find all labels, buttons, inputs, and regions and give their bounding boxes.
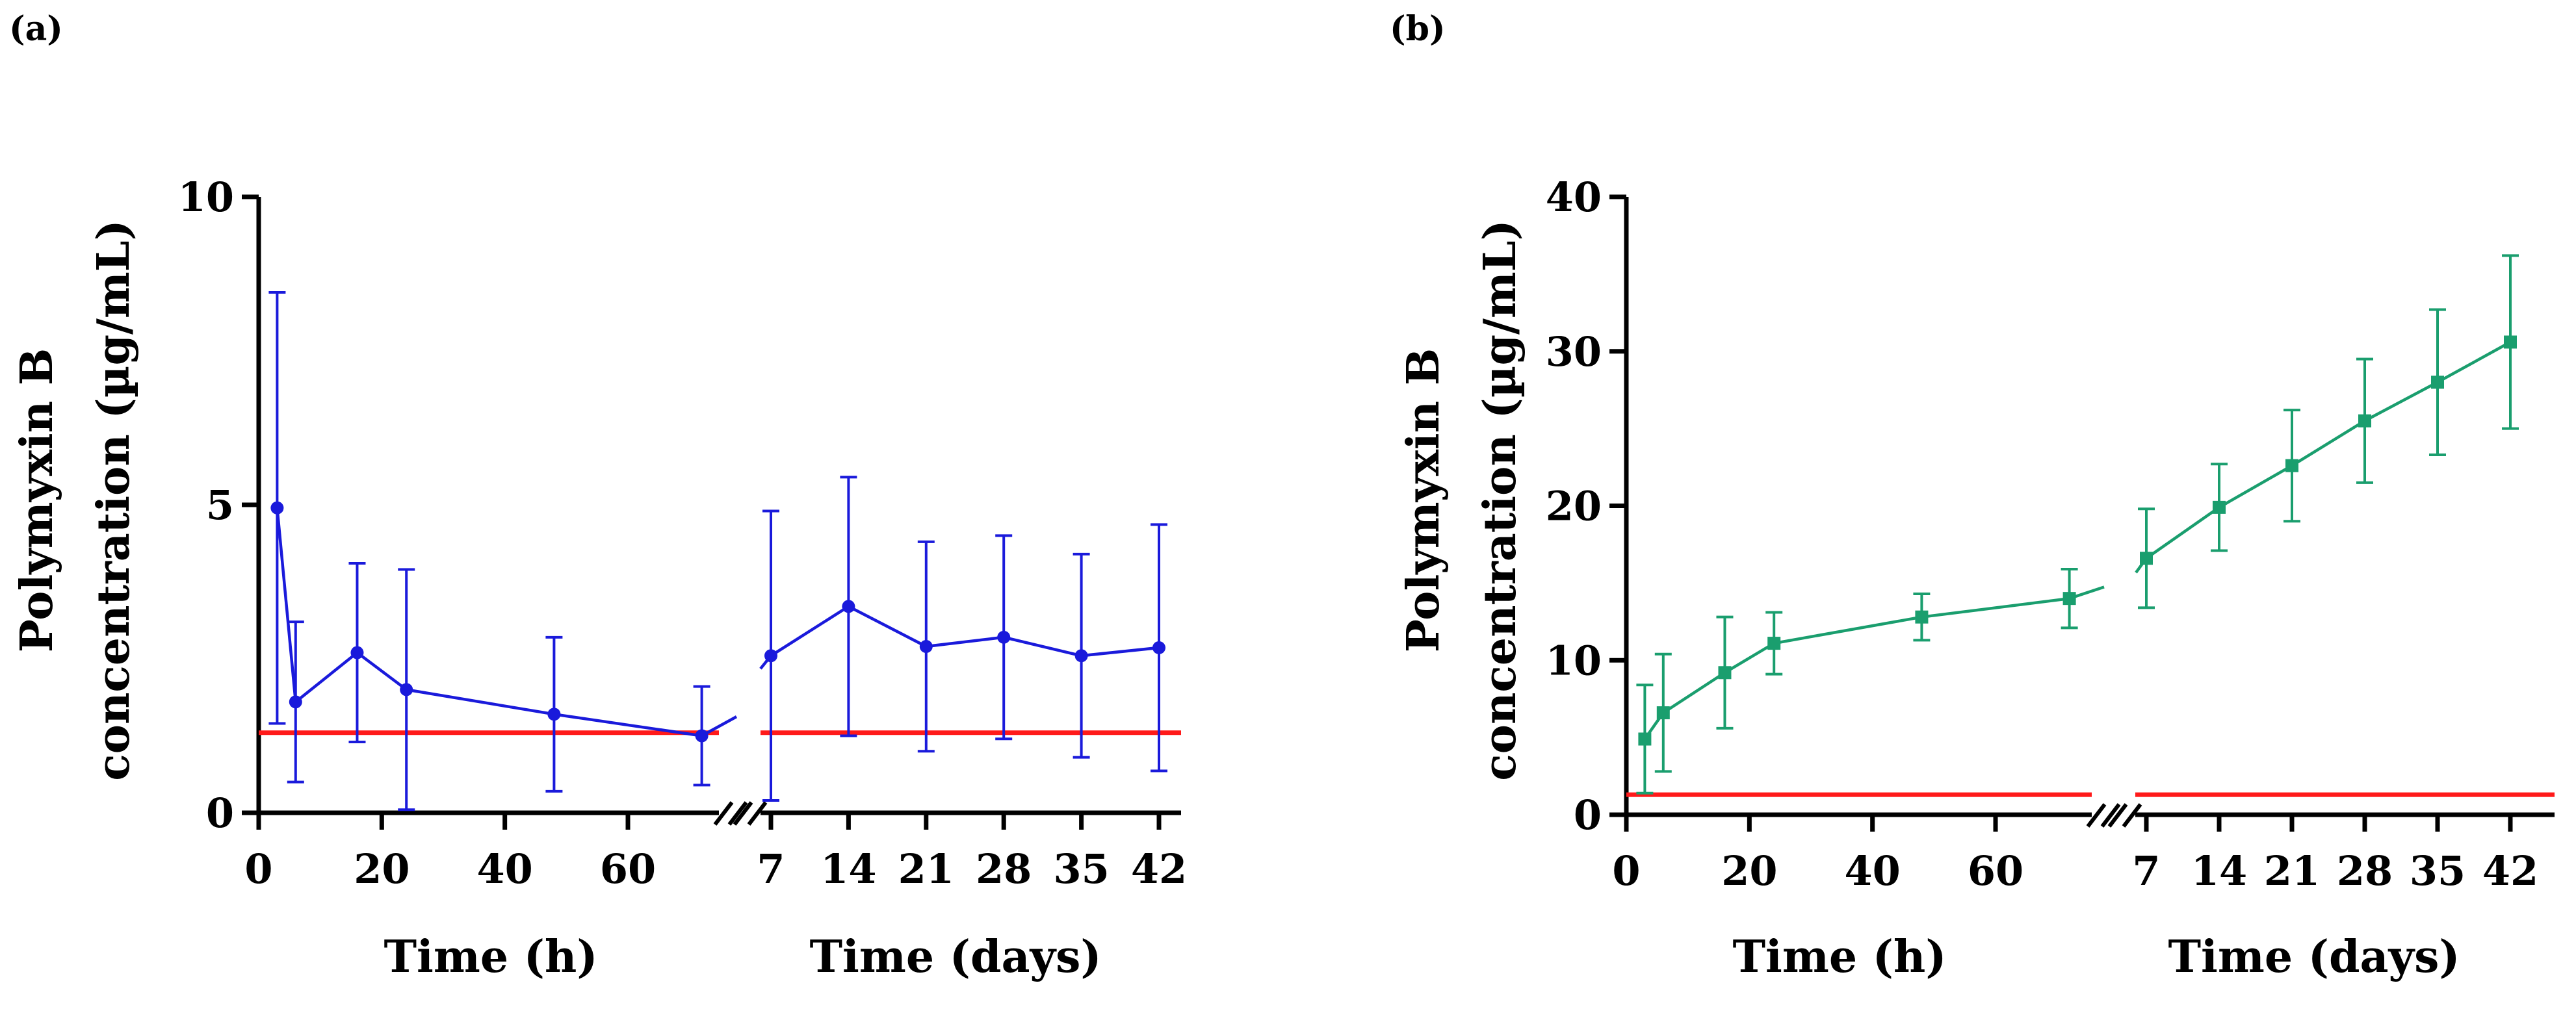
x-tick-label: 60 [600,845,656,893]
y-tick-label: 20 [1546,483,1602,530]
data-point [2285,459,2298,472]
x-tick-label: 20 [354,845,410,893]
axis-break-mark [713,801,734,826]
axis-break-mark [727,801,748,826]
y-axis-title-line2: concentration (µg/mL) [1474,220,1526,781]
data-point [2358,414,2371,428]
y-tick-label: 0 [206,789,234,837]
y-axis-title: Polymyxin B concentration (µg/mL) [1398,220,1526,781]
y-tick-label: 5 [206,481,234,529]
data-point [2062,592,2076,606]
x-tick-label: 14 [2191,847,2247,895]
x-axis-title-days: Time (days) [809,931,1101,983]
x-axis-title-hours: Time (h) [1732,931,1946,983]
plot-area: 0 5 10 0 20 40 60 7 14 21 28 35 42 [178,173,1187,893]
series-line [1643,596,2070,740]
data-point [2504,335,2517,349]
x-tick-label: 35 [2410,847,2465,895]
data-point [270,501,284,515]
x-tick-label: 7 [2132,847,2160,895]
y-tick-label: 40 [1546,173,1602,221]
x-tick-label: 40 [1845,847,1901,895]
axis-break-mark [733,801,753,826]
y-axis-title: Polymyxin B concentration (µg/mL) [11,220,140,781]
x-tick-label: 28 [976,845,1032,893]
x-axis-title-days: Time (days) [2168,931,2460,983]
y-tick-label: 10 [1546,637,1602,684]
axis-break-mark [2122,803,2142,828]
plot-area: 0 10 20 30 40 0 20 40 60 7 14 21 28 35 42 [1546,173,2555,895]
data-point [2140,552,2153,565]
x-tick-label: 40 [477,845,533,893]
data-point [1074,649,1088,663]
data-point [695,729,709,743]
x-axis-title-hours: Time (h) [384,931,597,983]
x-tick-label: 35 [1053,845,1109,893]
x-tick-label: 21 [898,845,954,893]
data-point [842,600,855,613]
panel-label: (a) [9,9,63,49]
axis-break-mark [2086,803,2107,828]
x-tick-label: 20 [1721,847,1777,895]
panel-b: (b) Polymyxin B concentration (µg/mL) Ti… [1390,9,2555,983]
x-tick-label: 21 [2264,847,2320,895]
y-tick-label: 0 [1574,791,1602,839]
series-line [276,507,702,737]
data-point [1638,732,1652,746]
data-point [1718,666,1732,680]
x-tick-label: 42 [1131,845,1187,893]
data-point [400,683,413,696]
data-point [547,708,561,721]
x-tick-label: 0 [1612,847,1640,895]
axis-break-mark [747,801,768,826]
panel-label: (b) [1390,9,1446,49]
x-tick-label: 0 [244,845,272,893]
series-line [770,604,1160,658]
data-point [289,695,302,709]
x-tick-label: 60 [1968,847,2023,895]
y-tick-label: 30 [1546,328,1602,376]
y-axis-title-line2: concentration (µg/mL) [88,220,140,781]
y-tick-label: 10 [178,173,234,221]
axis-break-mark [2100,803,2121,828]
data-point [997,630,1011,644]
data-point [1915,610,1929,624]
series-line [2145,340,2512,560]
data-point [350,646,364,659]
data-point [1656,706,1670,720]
data-point [2213,500,2226,514]
data-point [919,640,933,654]
data-point [764,649,777,663]
x-tick-label: 42 [2482,847,2538,895]
y-axis-title-line1: Polymyxin B [11,348,63,652]
y-axis-title-line1: Polymyxin B [1398,348,1450,652]
data-point [1767,637,1781,650]
data-point [2431,376,2444,389]
x-tick-label: 14 [820,845,876,893]
x-tick-label: 7 [757,845,785,893]
x-tick-label: 28 [2337,847,2393,895]
data-point [1152,641,1165,654]
panel-a: (a) Polymyxin B concentration (µg/mL) Ti… [9,9,1187,983]
series-break-extension [701,715,738,737]
axis-break-mark [2107,803,2128,828]
